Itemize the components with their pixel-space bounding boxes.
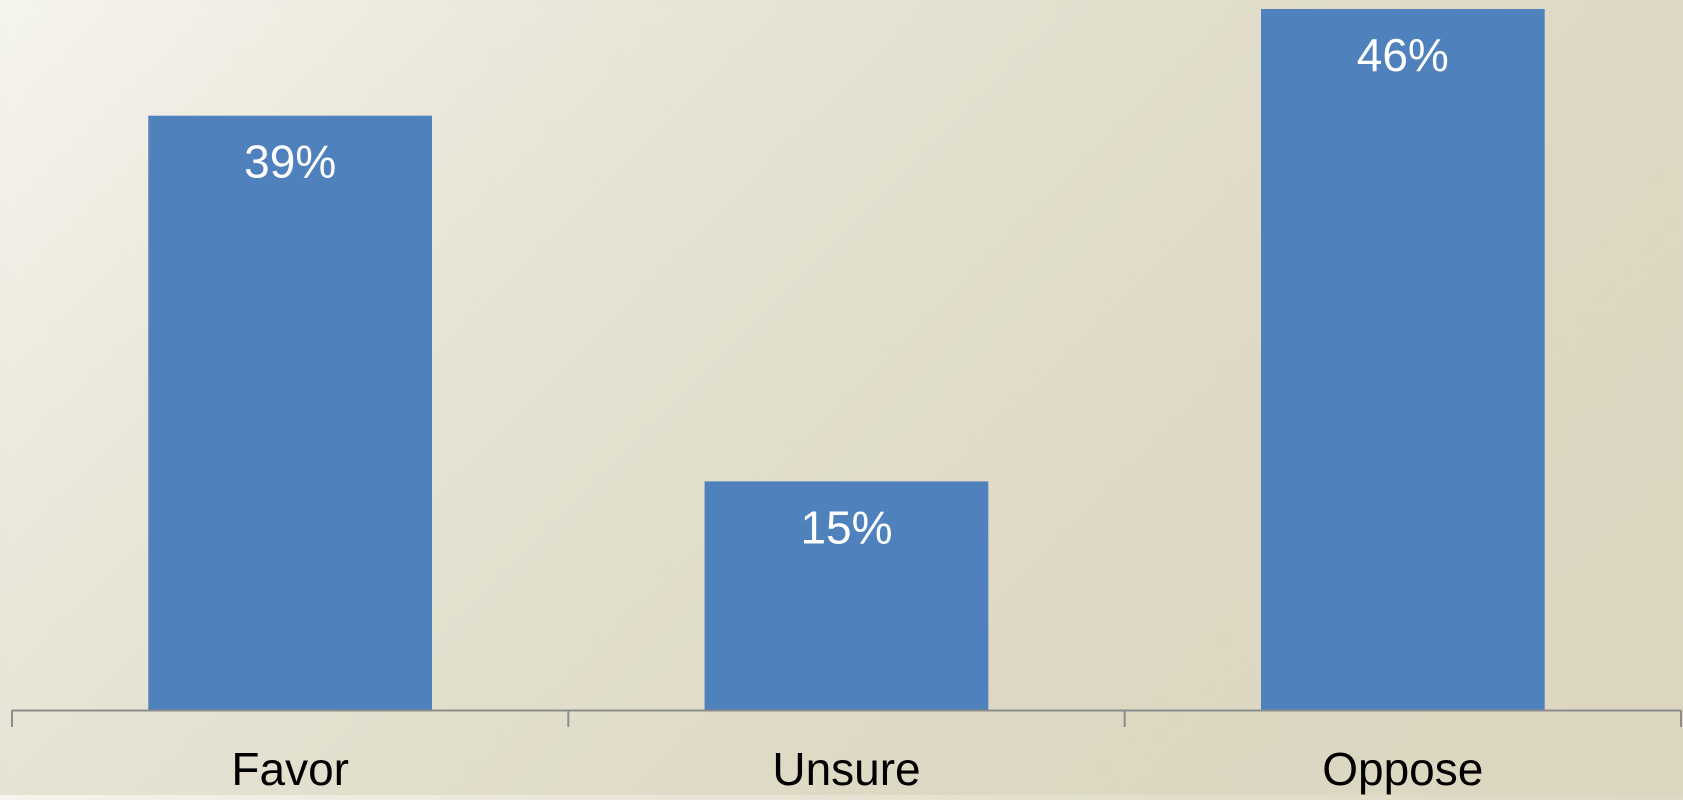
x-tick-label-unsure: Unsure [772,743,920,795]
bars-layer [148,9,1545,710]
labels-layer: 39% Favor 15% Unsure 46% Oppose [231,29,1483,795]
data-label-oppose: 46% [1357,29,1449,81]
bar-favor [148,115,433,710]
x-tick-label-oppose: Oppose [1322,743,1483,795]
bar-oppose [1261,9,1545,710]
x-tick-label-favor: Favor [231,743,349,795]
bar-unsure [704,481,989,710]
data-label-unsure: 15% [800,501,892,553]
x-axis [11,709,1682,727]
data-label-favor: 39% [244,136,336,188]
